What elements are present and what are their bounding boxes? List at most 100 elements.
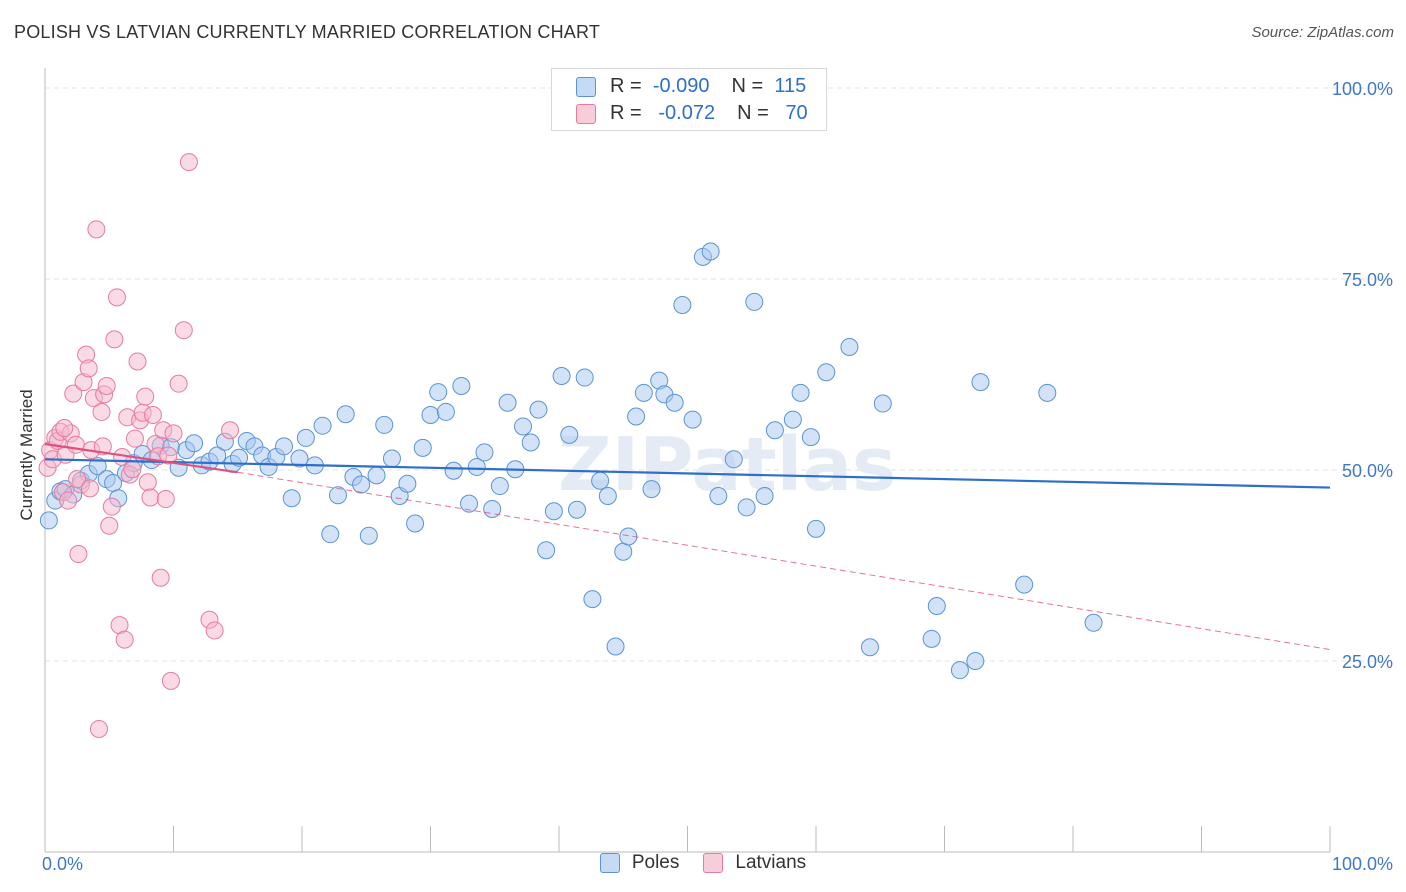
latvians-point xyxy=(102,497,121,516)
latvians-point xyxy=(123,460,142,479)
poles-point xyxy=(619,527,638,546)
poles-point xyxy=(755,486,774,505)
poles-point xyxy=(927,596,946,615)
poles-point xyxy=(537,541,556,560)
poles-point xyxy=(791,383,810,402)
latvians-point xyxy=(80,479,99,498)
poles-point xyxy=(398,474,417,493)
poles-point xyxy=(683,410,702,429)
poles-point xyxy=(552,367,571,386)
poles-point xyxy=(1015,575,1034,594)
latvians-point xyxy=(174,321,193,340)
y-tick-label: 100.0% xyxy=(1332,79,1393,99)
poles-point xyxy=(39,511,58,530)
latvians-point xyxy=(161,671,180,690)
poles-point xyxy=(860,638,879,657)
latvians-trend-extension xyxy=(237,471,1331,651)
latvians-point xyxy=(164,424,183,443)
poles-point xyxy=(922,629,941,648)
poles-point xyxy=(452,376,471,395)
poles-point xyxy=(1084,613,1103,632)
latvians-point xyxy=(115,630,134,649)
legend-row-latvians: R = -0.072 N = 70 xyxy=(576,102,808,125)
poles-point xyxy=(413,438,432,457)
latvians-point xyxy=(100,516,119,535)
poles-trend-line xyxy=(44,458,1331,489)
latvians-point xyxy=(69,545,88,564)
poles-point xyxy=(88,457,107,476)
latvians-point xyxy=(66,435,85,454)
poles-point xyxy=(406,514,425,533)
poles-point xyxy=(514,417,533,436)
poles-swatch xyxy=(599,853,620,873)
poles-point xyxy=(801,428,820,447)
legend-r-label: R = xyxy=(610,75,642,97)
poles-point xyxy=(521,433,540,452)
latvians-point xyxy=(68,470,87,489)
x-tick-label-min: 0.0% xyxy=(42,854,83,874)
latvians-point xyxy=(136,387,155,406)
poles-point xyxy=(467,457,486,476)
poles-point xyxy=(1038,383,1057,402)
poles-point xyxy=(328,486,347,505)
poles-point xyxy=(840,337,859,356)
latvians-point xyxy=(151,568,170,587)
legend-row-poles: R = -0.090 N = 115 xyxy=(576,75,806,98)
legend-label-latvians: Latvians xyxy=(735,852,807,873)
poles-point xyxy=(606,637,625,656)
poles-point xyxy=(321,525,340,544)
legend-item-latvians[interactable]: Latvians xyxy=(703,852,806,874)
poles-point xyxy=(498,393,517,412)
poles-point xyxy=(444,461,463,480)
poles-point xyxy=(529,400,548,419)
latvians-point xyxy=(55,418,74,437)
latvians-point xyxy=(93,437,112,456)
poles-point xyxy=(544,502,563,521)
latvians-point xyxy=(105,330,124,349)
latvians-point xyxy=(205,621,224,640)
legend-r-value: -0.072 xyxy=(658,102,716,124)
poles-point xyxy=(701,242,720,261)
poles-point xyxy=(436,402,455,421)
poles-point xyxy=(665,393,684,412)
poles-point xyxy=(583,590,602,609)
stats-legend: R = -0.090 N = 115 R = -0.072 N = 70 xyxy=(551,68,827,131)
latvians-point xyxy=(59,491,78,510)
latvians-point xyxy=(179,153,198,172)
latvians-point xyxy=(156,490,175,509)
poles-point xyxy=(567,500,586,519)
poles-point xyxy=(598,486,617,505)
poles-point xyxy=(359,526,378,545)
poles-point xyxy=(614,542,633,561)
poles-point xyxy=(185,434,204,453)
legend-label-poles: Poles xyxy=(631,852,680,873)
poles-point xyxy=(352,475,371,494)
legend-item-poles[interactable]: Poles xyxy=(599,852,680,874)
legend-n-value: 115 xyxy=(774,75,807,97)
latvians-point xyxy=(141,488,160,507)
trend-lines xyxy=(44,442,1331,651)
poles-point xyxy=(591,471,610,490)
legend-r-value: -0.090 xyxy=(652,75,710,97)
poles-point xyxy=(950,661,969,680)
poles-point xyxy=(382,449,401,468)
grid-lines xyxy=(45,87,1392,662)
latvians-point xyxy=(159,446,178,465)
poles-swatch xyxy=(576,76,596,97)
poles-point xyxy=(642,480,661,499)
latvians-point xyxy=(143,405,162,424)
poles-point xyxy=(765,421,784,440)
poles-point xyxy=(275,437,294,456)
poles-point xyxy=(460,494,479,513)
series-poles-points xyxy=(39,242,1103,680)
poles-point xyxy=(230,448,249,467)
poles-point xyxy=(709,486,728,505)
poles-point xyxy=(783,410,802,429)
y-tick-label: 50.0% xyxy=(1342,461,1393,481)
legend-n-value: 70 xyxy=(785,102,808,124)
poles-point xyxy=(375,415,394,434)
chart-source: Source: ZipAtlas.com xyxy=(1251,24,1394,41)
chart-title: POLISH VS LATVIAN CURRENTLY MARRIED CORR… xyxy=(14,22,601,42)
latvians-trend-line xyxy=(44,442,238,474)
series-legend: Poles Latvians xyxy=(0,852,1406,874)
